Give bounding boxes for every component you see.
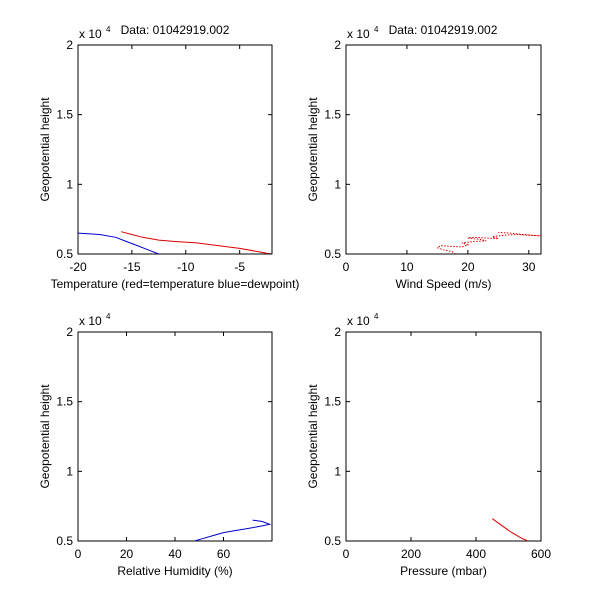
y-tick-label: 1 — [334, 177, 341, 191]
y-tick-label: 1 — [334, 464, 341, 478]
y-tick-label: 1.5 — [324, 395, 341, 409]
x-tick-label: 40 — [168, 547, 182, 561]
y-axis-label: Geopotential height — [38, 384, 52, 489]
plot-area — [77, 44, 273, 255]
x-tick-label: 0 — [75, 547, 82, 561]
y-tick-label: 2 — [334, 325, 341, 339]
y-exponent-power: 4 — [374, 25, 379, 34]
y-exponent-label: x 10 — [79, 314, 102, 328]
x-tick-label: 10 — [400, 260, 414, 274]
y-tick-label: 0.5 — [324, 534, 341, 548]
chart-panel-4: 0 200 400 600 0.5 1 1.5 2 x 10 4 Pressure (mbar) Ge… — [306, 312, 551, 578]
y-tick-label: 1 — [66, 464, 73, 478]
x-tick-label: -5 — [234, 260, 245, 274]
y-tick-label: 0.5 — [324, 247, 341, 261]
series-line-temperature — [120, 231, 272, 254]
x-tick-label: 200 — [401, 547, 421, 561]
x-axis-label: Wind Speed (m/s) — [395, 277, 491, 291]
x-axis-label: Relative Humidity (%) — [117, 564, 232, 578]
y-tick-label: 1 — [66, 177, 73, 191]
plot-area — [77, 331, 273, 542]
x-tick-label: -10 — [177, 260, 195, 274]
x-tick-label: -15 — [123, 260, 141, 274]
x-tick-label: 0 — [343, 547, 350, 561]
y-exponent-power: 4 — [374, 312, 379, 321]
y-exponent-power: 4 — [106, 312, 111, 321]
y-tick-label: 0.5 — [56, 247, 73, 261]
x-tick-label: 60 — [217, 547, 231, 561]
y-exponent-label: x 10 — [79, 27, 102, 41]
x-tick-label: 0 — [343, 260, 350, 274]
y-tick-label: 1.5 — [324, 108, 341, 122]
y-tick-label: 2 — [66, 325, 73, 339]
x-tick-label: 400 — [466, 547, 486, 561]
chart-panel-3: 0 20 40 60 0.5 1 1.5 2 x 10 4 Relative Humidity (%… — [38, 312, 273, 578]
x-tick-label: 600 — [531, 547, 551, 561]
x-axis-label: Pressure (mbar) — [400, 564, 487, 578]
y-exponent-label: x 10 — [347, 314, 370, 328]
y-tick-label: 2 — [334, 38, 341, 52]
series-line-dewpoint — [78, 232, 159, 254]
chart-title: Data: 01042919.002 — [389, 23, 498, 37]
chart-panel-2: 0 10 20 30 0.5 1 1.5 2 x 10 4 Data: 01042919.002 Wi… — [306, 23, 542, 291]
y-exponent-label: x 10 — [347, 27, 370, 41]
y-axis-label: Geopotential height — [306, 97, 320, 202]
y-axis-label: Geopotential height — [306, 384, 320, 489]
y-tick-label: 1.5 — [56, 395, 73, 409]
x-tick-label: 20 — [461, 260, 475, 274]
series-line-wind-speed — [436, 231, 541, 254]
x-tick-label: -20 — [69, 260, 87, 274]
plot-area — [345, 44, 542, 255]
y-tick-label: 2 — [66, 38, 73, 52]
x-tick-label: 20 — [120, 547, 134, 561]
y-axis-label: Geopotential height — [38, 97, 52, 202]
chart-panel-1: -20 -15 -10 -5 0.5 1 1.5 2 x 10 4 Data: 01042919.0… — [38, 23, 299, 291]
x-tick-label: 30 — [522, 260, 536, 274]
y-tick-label: 1.5 — [56, 108, 73, 122]
plot-area — [345, 331, 542, 542]
x-axis-label: Temperature (red=temperature blue=dewpoi… — [51, 277, 300, 291]
y-exponent-power: 4 — [106, 25, 111, 34]
series-line-pressure — [492, 518, 529, 541]
series-line-relative-humidity — [194, 519, 272, 541]
chart-title: Data: 01042919.002 — [121, 23, 230, 37]
y-tick-label: 0.5 — [56, 534, 73, 548]
